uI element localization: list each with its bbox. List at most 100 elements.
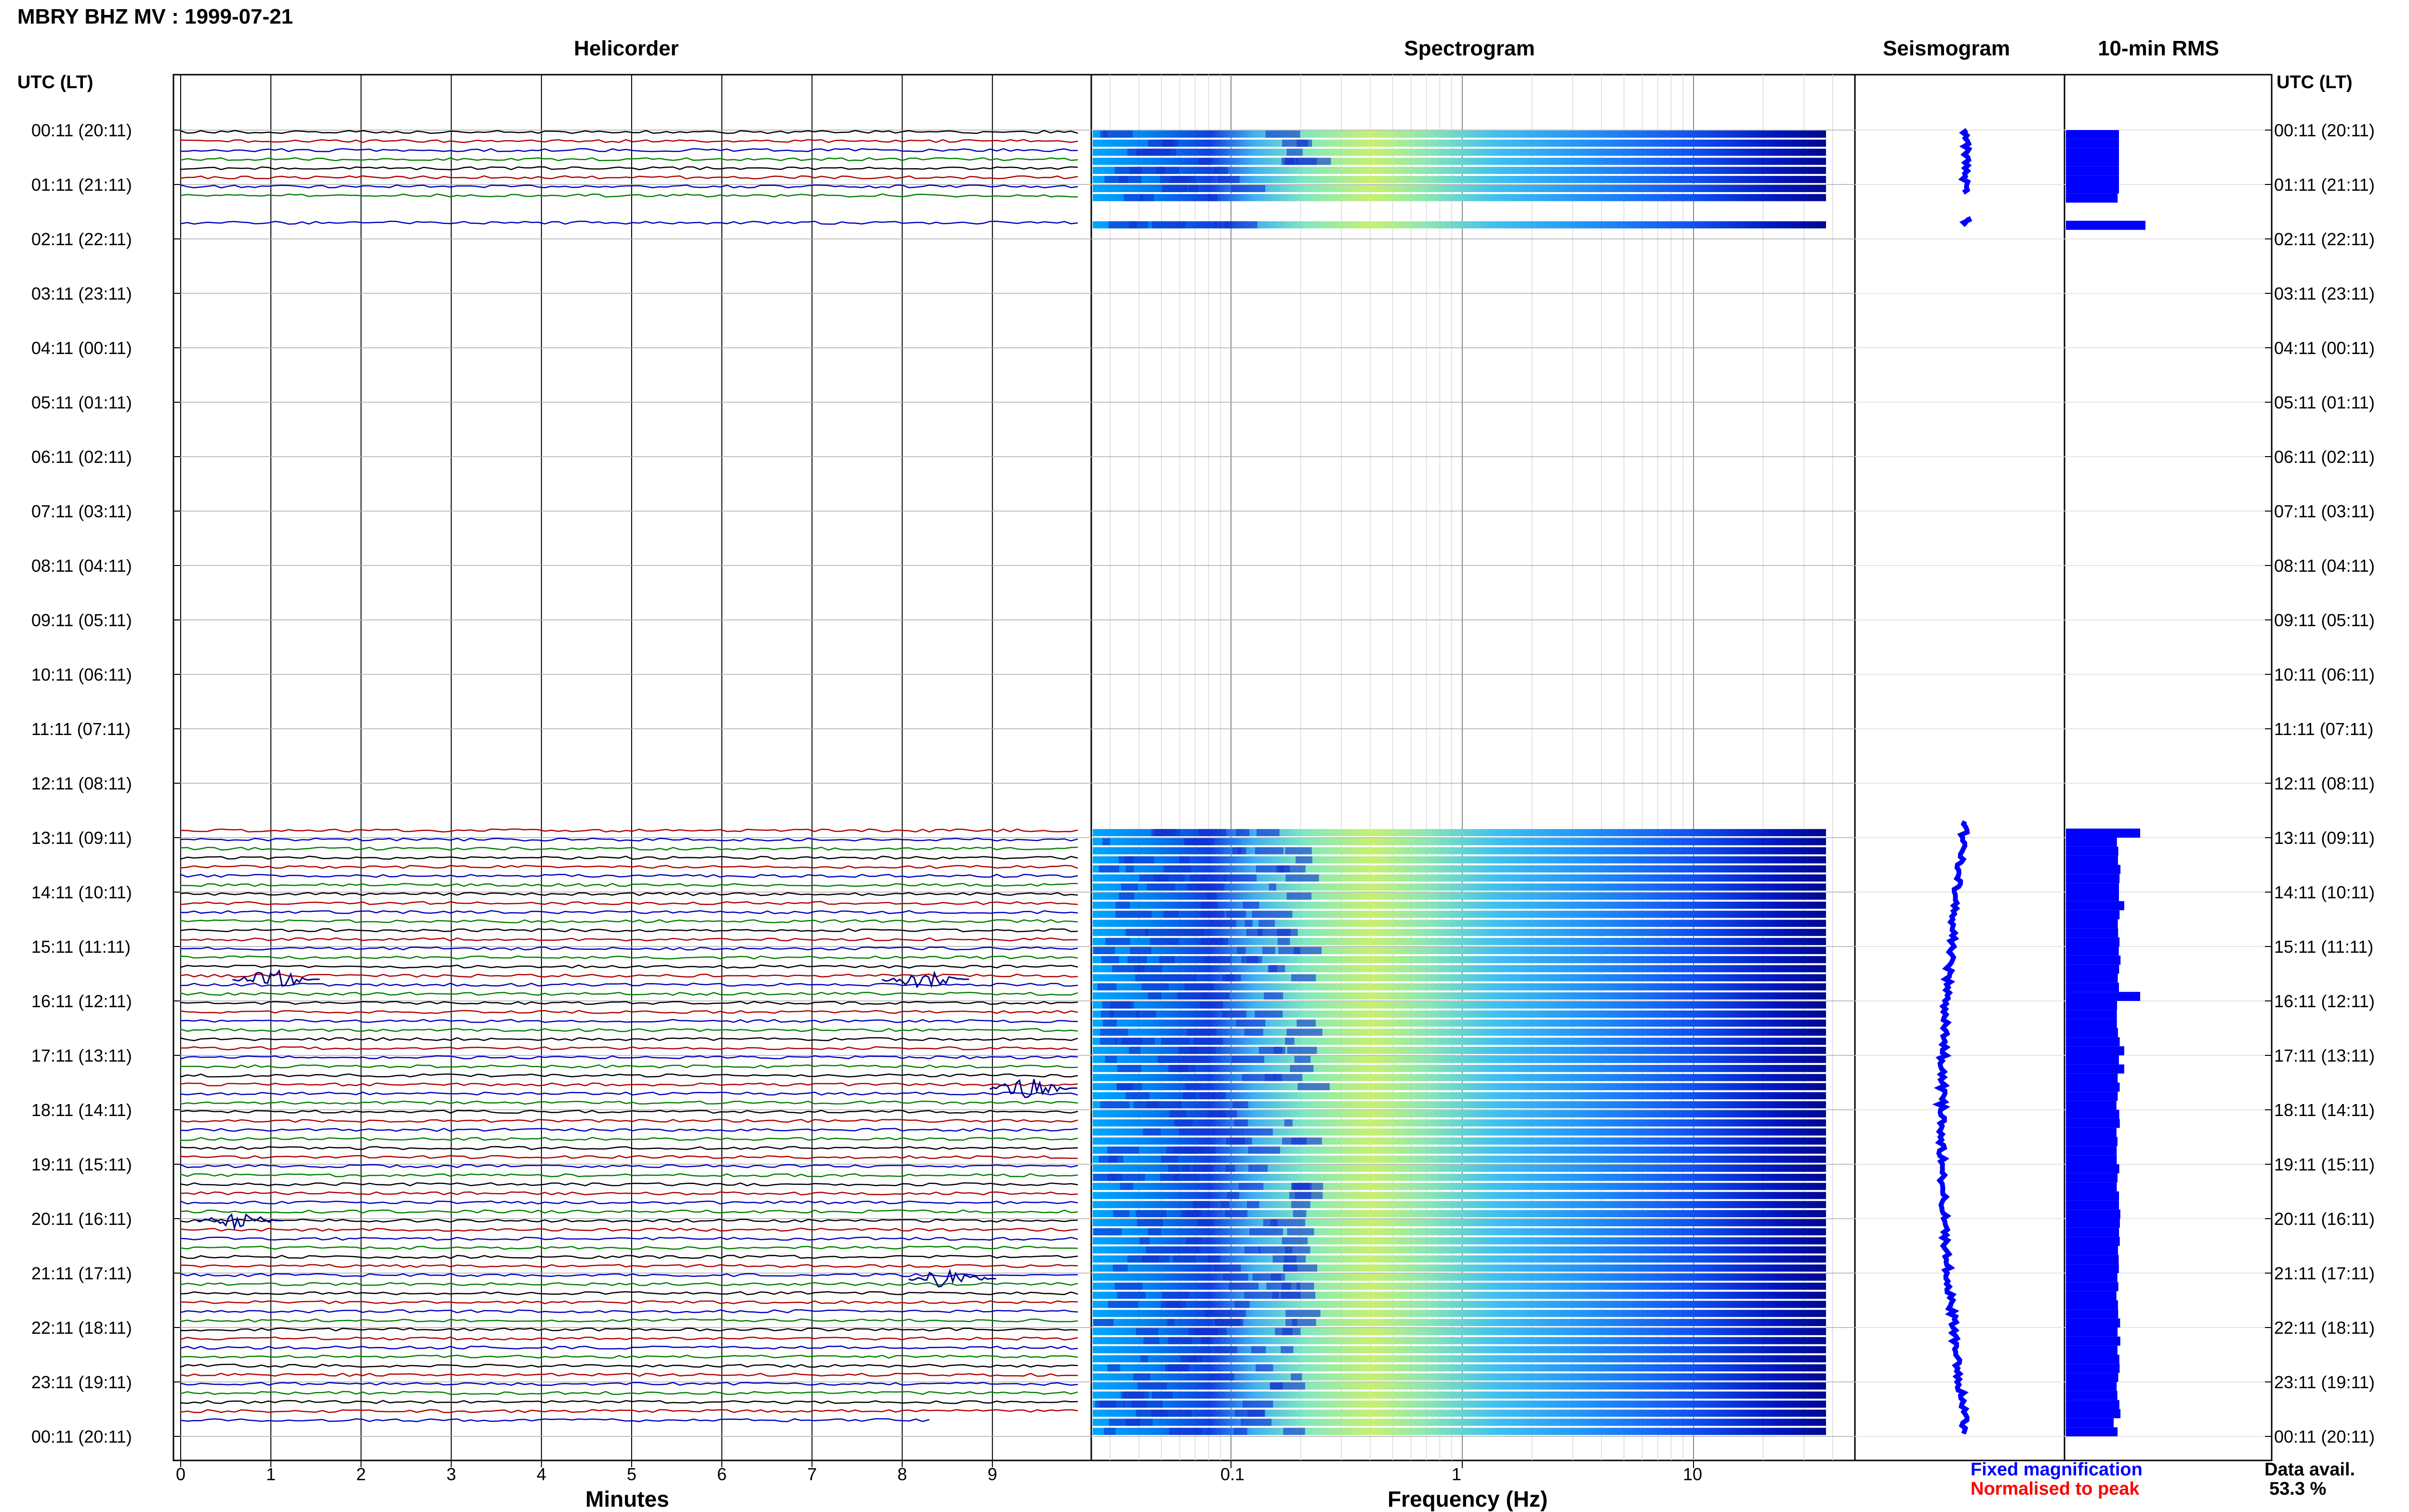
spectrogram-streak	[1174, 974, 1197, 982]
spectrogram-streak	[1227, 1192, 1239, 1199]
spectrogram-streak	[1283, 1264, 1317, 1272]
spectrogram-row	[1093, 1382, 1826, 1390]
helicorder-trace	[180, 1128, 1078, 1132]
spectrogram-streak	[1154, 829, 1180, 836]
spectrogram-streak	[1109, 1419, 1140, 1426]
spectrogram-streak	[1185, 1083, 1201, 1091]
spectrogram-streak	[1178, 929, 1204, 936]
rms-bar	[2066, 992, 2140, 1001]
helicorder-trace	[180, 1091, 1078, 1096]
spectrogram-streak	[1148, 1228, 1161, 1236]
spectrogram-row	[1093, 1428, 1826, 1435]
minute-tick-label: 0	[176, 1464, 186, 1484]
spectrogram-streak	[1186, 1237, 1202, 1245]
rms-bar	[2066, 1137, 2118, 1146]
spectrogram-streak	[1097, 983, 1117, 991]
spectrogram-streak	[1231, 1056, 1264, 1063]
spectrogram-streak	[1183, 1092, 1196, 1100]
helicorder-trace	[180, 937, 1078, 942]
helicorder-trace	[180, 1146, 1078, 1150]
spectrogram-streak	[1297, 1019, 1316, 1027]
spectrogram-streak	[1114, 1282, 1143, 1290]
spectrogram-streak	[1120, 1183, 1133, 1190]
spectrogram-streak	[1243, 1400, 1273, 1408]
helicorder-trace	[180, 1409, 1078, 1413]
spectrogram-row	[1093, 1128, 1826, 1136]
spectrogram-streak	[1229, 1310, 1246, 1317]
time-label-left: 18:11 (14:11)	[31, 1100, 132, 1120]
utc-axis-label-right: UTC (LT)	[2277, 72, 2353, 92]
spectrogram-streak	[1225, 974, 1235, 982]
spectrogram-streak	[1117, 1291, 1146, 1299]
legend-normalised-to-peak: Normalised to peak	[1971, 1479, 2140, 1499]
spectrogram-streak	[1202, 1165, 1213, 1172]
spectrogram-row	[1093, 1010, 1826, 1018]
spectrogram-row	[1093, 1192, 1826, 1199]
rms-bar	[2066, 1055, 2119, 1065]
spectrogram-streak	[1117, 1065, 1141, 1072]
spectrogram-streak	[1291, 1137, 1322, 1145]
rms-bar	[2066, 838, 2117, 847]
spectrogram-streak	[1256, 1364, 1273, 1372]
spectrogram-streak	[1244, 1246, 1260, 1254]
rms-bar	[2066, 1318, 2120, 1328]
seismogram-segment	[1958, 128, 1972, 195]
helicorder-trace	[180, 901, 1078, 906]
spectrogram-streak	[1246, 929, 1263, 936]
spectrogram-streak	[1201, 901, 1218, 909]
spectrogram-streak	[1146, 1101, 1182, 1108]
time-label-right: 07:11 (03:11)	[2274, 501, 2375, 521]
spectrogram-streak	[1161, 1301, 1186, 1308]
time-label-left: 15:11 (11:11)	[31, 937, 131, 957]
spectrogram-streak	[1213, 1128, 1245, 1136]
spectrogram-streak	[1147, 883, 1176, 891]
rms-bar	[2066, 1173, 2118, 1183]
spectrogram-row	[1093, 901, 1826, 909]
rms-bar	[2066, 148, 2119, 158]
spectrogram-streak	[1161, 1409, 1192, 1417]
spectrogram-row	[1093, 1291, 1826, 1299]
spectrogram-streak	[1169, 1110, 1186, 1118]
spectrogram-row	[1093, 185, 1826, 192]
helicorder-trace	[180, 1345, 1078, 1350]
helicorder-trace	[180, 946, 1078, 951]
spectrogram-streak	[1156, 167, 1179, 174]
spectrogram-streak	[1242, 1074, 1276, 1081]
rms-bar	[2066, 1091, 2118, 1101]
spectrogram-streak	[1138, 1382, 1167, 1390]
time-label-left: 17:11 (13:11)	[31, 1046, 132, 1065]
spectrogram-streak	[1285, 874, 1319, 882]
helicorder-trace	[180, 1255, 1078, 1259]
rms-bar	[2066, 1400, 2119, 1409]
spectrogram-bands	[1093, 131, 1826, 1435]
spectrogram-streak	[1198, 829, 1227, 836]
rms-bar	[2066, 1010, 2117, 1019]
helicorder-trace	[180, 964, 1078, 969]
spectrogram-streak	[1115, 901, 1130, 909]
spectrogram-streak	[1168, 1337, 1192, 1344]
helicorder-trace	[180, 1400, 1078, 1404]
helicorder-trace	[180, 166, 1078, 171]
spectrogram-streak	[1185, 1210, 1203, 1217]
helicorder-trace	[180, 1300, 1078, 1304]
spectrogram-row	[1093, 1001, 1826, 1009]
rms-bar	[2066, 1118, 2120, 1128]
spectrogram-streak	[1226, 910, 1246, 918]
helicorder-trace	[180, 1137, 1078, 1141]
time-label-right: 09:11 (05:11)	[2274, 610, 2375, 630]
spectrogram-streak	[1193, 1328, 1218, 1335]
spectrogram-row	[1093, 1056, 1826, 1063]
helicorder-trace	[180, 1263, 1078, 1268]
rms-bar	[2066, 1128, 2117, 1137]
helicorder-trace	[180, 139, 1078, 144]
spectrogram-streak	[1204, 956, 1231, 963]
data-avail-value: 53.3 %	[2269, 1479, 2327, 1499]
spectrogram-streak	[1258, 920, 1275, 927]
helicorder-trace	[180, 1200, 1078, 1205]
spectrogram-streak	[1140, 194, 1154, 201]
spectrogram-streak	[1264, 992, 1283, 999]
spectrogram-streak	[1263, 1219, 1278, 1226]
spectrogram-streak	[1225, 1210, 1248, 1217]
helicorder-trace	[180, 846, 1078, 851]
time-label-left: 10:11 (06:11)	[31, 665, 132, 684]
